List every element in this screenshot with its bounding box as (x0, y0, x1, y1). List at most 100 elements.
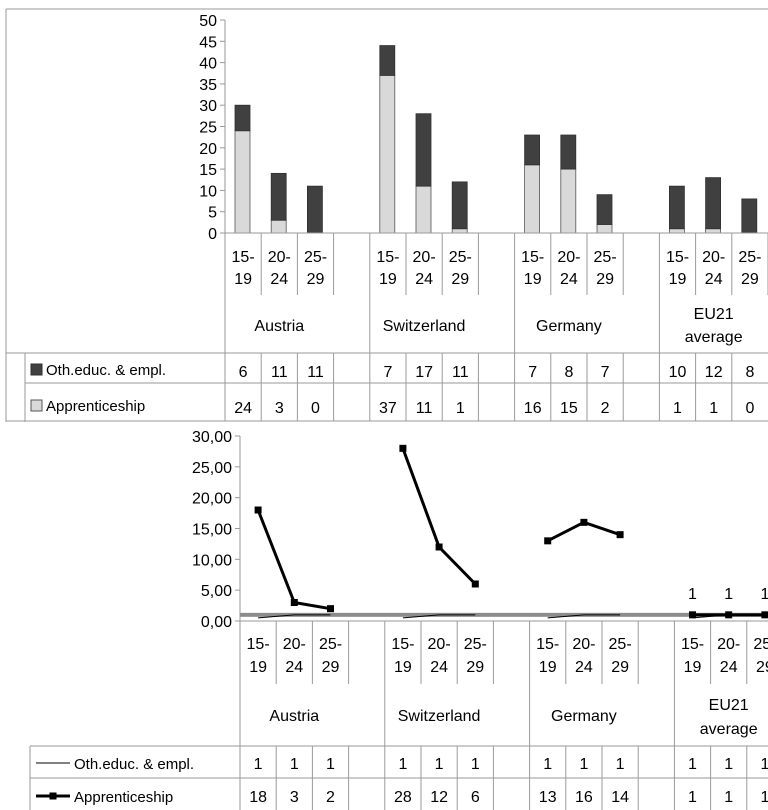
stacked-bar-chart: 0510152025303540455015-1920-2425-2915-19… (5, 8, 768, 422)
table-cell-other: 7 (383, 364, 392, 381)
table-cell-apprenticeship: 15 (560, 400, 578, 417)
chart2-age-band-top: 20- (428, 636, 451, 653)
other-education-bar (234, 104, 251, 132)
chart1-age-band-top: 25- (594, 249, 617, 266)
other-education-bar (560, 134, 577, 170)
table-cell-other-line: 1 (688, 756, 697, 773)
table-cell-apprenticeship: 1 (673, 400, 682, 417)
other-education-bar (379, 45, 396, 76)
table-cell-apprenticeship: 37 (379, 400, 397, 417)
chart1-age-band-top: 20- (413, 249, 436, 266)
chart1-y-tick-label: 15 (199, 162, 217, 179)
line-data-label: 1 (760, 586, 768, 603)
other-education-line (402, 614, 476, 619)
chart2-age-band-top: 15- (536, 636, 559, 653)
apprenticeship-point (544, 537, 552, 545)
chart1-age-band-top: 15- (376, 249, 399, 266)
legend-key-apprenticeship-marker (49, 792, 57, 800)
apprenticeship-bar (234, 130, 251, 234)
chart1-y-tick-label: 20 (199, 141, 217, 158)
chart1-age-band-top: 20- (702, 249, 725, 266)
other-education-bar (705, 177, 721, 230)
apprenticeship-line (256, 509, 331, 611)
apprenticeship-point (435, 543, 443, 551)
table-cell-apprenticeship: 24 (234, 400, 252, 417)
chart1-age-band-bottom: 19 (234, 271, 252, 288)
chart2-age-band-bottom: 19 (684, 659, 702, 676)
chart1-y-tick-label: 0 (208, 226, 217, 243)
chart2-age-band-top: 20- (572, 636, 595, 653)
other-education-bar (270, 172, 287, 221)
chart2-age-band-top: 25- (609, 636, 632, 653)
table-cell-apprenticeship: 16 (524, 400, 542, 417)
apprenticeship-point (471, 580, 479, 588)
table-cell-apprenticeship: 1 (709, 400, 718, 417)
table-cell-apprenticeship: 0 (745, 400, 754, 417)
apprenticeship-point (616, 531, 624, 539)
apprenticeship-bar (451, 228, 468, 234)
table-cell-other: 10 (669, 364, 687, 381)
apprenticeship-bar (669, 228, 685, 234)
chart1-age-band-bottom: 24 (270, 271, 288, 288)
apprenticeship-point (689, 611, 696, 619)
table-cell-apprenticeship-line: 16 (575, 789, 593, 806)
apprenticeship-bar (524, 164, 540, 234)
chart1-age-band-bottom: 24 (705, 271, 723, 288)
apprenticeship-point (290, 599, 298, 606)
chart2-y-tick-label: 20,00 (192, 491, 232, 508)
chart2-group-label: average (700, 721, 758, 738)
apprenticeship-bar (560, 168, 577, 234)
chart1-age-band-bottom: 24 (415, 271, 433, 288)
legend-label-apprenticeship: Apprenticeship (46, 398, 145, 415)
chart1-age-band-top: 15- (232, 249, 255, 266)
table-cell-apprenticeship-line: 14 (611, 789, 629, 806)
table-cell-other: 8 (564, 364, 573, 381)
chart1-y-tick-label: 30 (199, 98, 217, 115)
apprenticeship-bar (270, 219, 287, 234)
table-cell-other-line: 1 (724, 756, 733, 773)
chart2-age-band-top: 25- (753, 636, 768, 653)
chart2-age-band-top: 15- (391, 636, 414, 653)
apprenticeship-line (401, 447, 477, 586)
table-cell-other: 17 (415, 364, 433, 381)
table-cell-apprenticeship-line: 6 (471, 789, 480, 806)
table-cell-other-line: 1 (543, 756, 552, 773)
chart1-age-band-top: 25- (304, 249, 327, 266)
chart2-y-tick-label: 15,00 (192, 522, 232, 539)
apprenticeship-point (254, 506, 262, 514)
table-cell-other: 6 (239, 364, 248, 381)
table-cell-other-line: 1 (254, 756, 263, 773)
chart2-group-label: EU21 (709, 697, 749, 714)
legend-key-other (30, 363, 43, 376)
chart2-age-band-top: 15- (681, 636, 704, 653)
chart2-y-tick-label: 30,00 (192, 429, 232, 446)
table-cell-other-line: 1 (616, 756, 625, 773)
chart1-y-tick-label: 45 (199, 34, 217, 51)
chart2-y-tick-label: 10,00 (192, 552, 232, 569)
chart2-age-band-top: 20- (717, 636, 740, 653)
table-cell-other-line: 1 (760, 756, 768, 773)
chart1-y-tick-label: 35 (199, 77, 217, 94)
chart1-age-band-top: 25- (449, 249, 472, 266)
chart2-age-band-top: 25- (319, 636, 342, 653)
other-education-line (258, 614, 331, 619)
chart2-group-label: Germany (551, 708, 617, 725)
chart2-age-band-bottom: 24 (285, 659, 303, 676)
chart1-age-band-top: 15- (521, 249, 544, 266)
chart1-age-band-bottom: 19 (379, 271, 397, 288)
chart2-y-tick-label: 5,00 (201, 583, 232, 600)
chart2-age-band-top: 20- (283, 636, 306, 653)
apprenticeship-point (580, 518, 588, 526)
chart1-age-band-bottom: 29 (451, 271, 469, 288)
table-cell-apprenticeship-line: 1 (688, 789, 697, 806)
table-cell-other-line: 1 (579, 756, 588, 773)
chart2-age-band-bottom: 19 (539, 659, 557, 676)
table-cell-other: 7 (528, 364, 537, 381)
table-cell-other: 7 (601, 364, 610, 381)
chart2-y-tick-label: 0,00 (201, 614, 232, 631)
chart1-age-band-top: 20- (268, 249, 291, 266)
chart2-age-band-bottom: 29 (322, 659, 340, 676)
chart1-group-label: average (685, 329, 743, 346)
apprenticeship-point (725, 611, 733, 619)
